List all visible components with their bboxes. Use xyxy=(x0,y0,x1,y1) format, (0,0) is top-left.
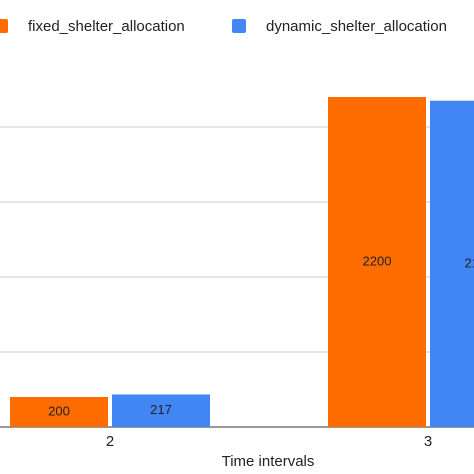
value-label: 200 xyxy=(48,403,70,418)
legend-swatch xyxy=(232,19,246,33)
legend-label: fixed_shelter_allocation xyxy=(28,18,185,35)
x-axis-label: Time intervals xyxy=(222,453,315,470)
value-label: 2200 xyxy=(363,253,392,268)
bar xyxy=(328,97,426,427)
value-label: 2175 xyxy=(465,255,474,270)
legend-label: dynamic_shelter_allocation xyxy=(266,18,447,35)
x-tick-label: 3 xyxy=(424,433,432,450)
x-tick-label: 2 xyxy=(106,433,114,450)
bar xyxy=(430,100,474,427)
bar xyxy=(10,397,108,427)
legend-swatch xyxy=(0,19,8,33)
bar xyxy=(112,394,210,427)
value-label: 217 xyxy=(150,402,172,417)
